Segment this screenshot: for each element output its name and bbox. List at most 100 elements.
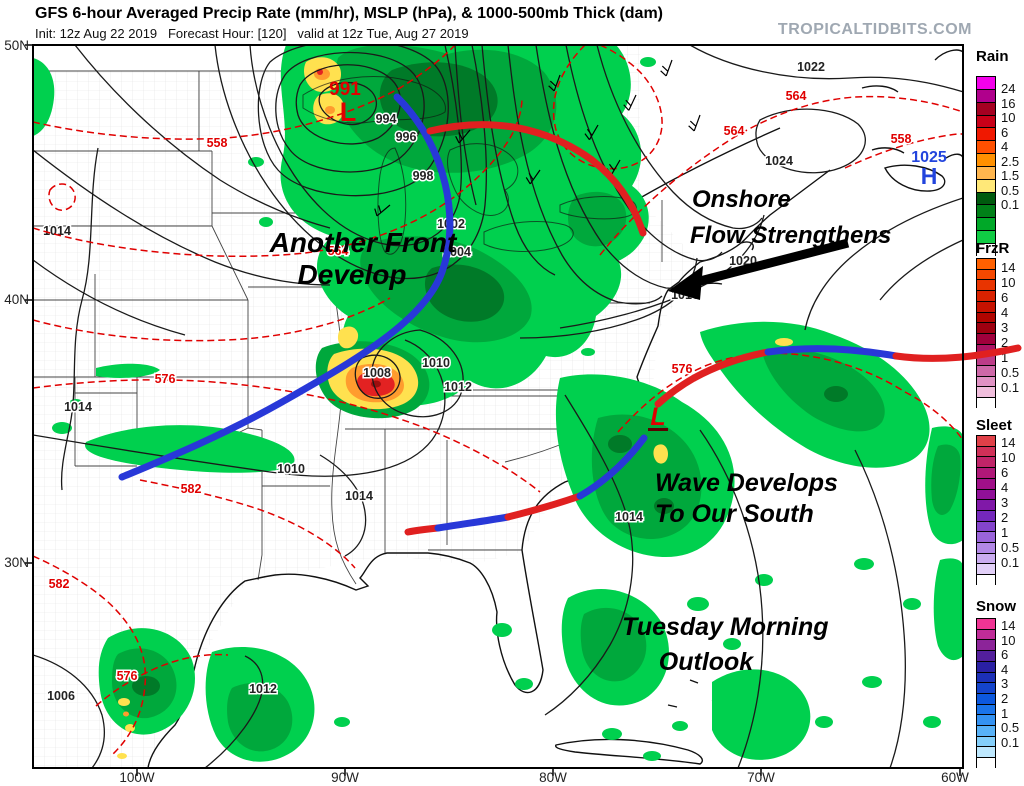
legend-swatch — [977, 532, 995, 544]
isobar-label: 1024 — [765, 154, 793, 168]
legend-value-label: 6 — [1001, 647, 1009, 663]
legend-value-label: 1.5 — [1001, 168, 1020, 183]
legend-swatch — [977, 323, 995, 334]
legend-swatch — [977, 575, 995, 586]
legend-swatch — [977, 115, 995, 129]
axis-labels: 50N 40N 30N 100W 90W 80W 70W 60W — [4, 38, 969, 785]
legend-swatch — [977, 521, 995, 533]
legend-value-label: 24 — [1001, 81, 1016, 96]
coastal-low-symbol: L — [650, 403, 665, 431]
thickness-label: 582 — [49, 577, 70, 591]
legend-value-label: 4 — [1001, 305, 1009, 320]
legend-swatch — [977, 128, 995, 142]
legend-value-label: 0.1 — [1001, 380, 1020, 395]
legend-value-label: 6 — [1001, 290, 1009, 305]
legend-value-label: 1 — [1001, 350, 1009, 365]
legend-value-label: 2.5 — [1001, 153, 1020, 169]
precip-type-legend: Rain 24 16 10 6 4 2.5 1.5 0.5 0.1 FrzR 14 10 6 4 3 2 1 0.5… — [970, 0, 1024, 786]
coastline — [147, 49, 963, 768]
annotation-wave-1: Wave Develops — [655, 469, 838, 497]
isobar-label: 996 — [396, 130, 417, 144]
isobar-label: 1010 — [422, 356, 450, 370]
pressure-markers: 991 L L 1025 H — [329, 79, 947, 431]
legend-swatch — [977, 661, 995, 673]
legend-swatch — [977, 446, 995, 458]
legend-swatch — [977, 640, 995, 652]
legend-value-label: 0.1 — [1001, 197, 1020, 212]
legend-value-label: 2 — [1001, 510, 1009, 525]
legend-swatch — [977, 280, 995, 292]
annotation-wave-2: To Our South — [655, 500, 814, 528]
legend-value-label: 3 — [1001, 320, 1009, 335]
annotation-outlook-1: Tuesday Morning — [622, 613, 829, 641]
legend-swatch — [977, 269, 995, 281]
precip-dark-layer — [132, 62, 848, 696]
lon-label: 80W — [539, 770, 567, 785]
wind-barbs — [374, 59, 701, 217]
thickness-labels: 558 564 558 564 564 576 576 582 582 576 — [47, 88, 913, 685]
lat-label: 50N — [4, 38, 29, 53]
legend-swatch — [977, 704, 995, 716]
legend-swatch — [977, 478, 995, 490]
legend-value-label: 0.1 — [1001, 555, 1020, 570]
annotation-onshore-2: Flow Strengthens — [690, 222, 891, 249]
low-pressure-value: 991 — [329, 79, 361, 100]
lat-label: 30N — [4, 555, 29, 570]
legend-swatch — [977, 683, 995, 694]
legend-swatch — [977, 651, 995, 662]
legend-swatch — [977, 102, 995, 116]
legend-title-snow: Snow — [976, 598, 1016, 615]
legend-value-label: 6 — [1001, 124, 1009, 140]
annotation-another-front-1: Another Front — [269, 227, 458, 258]
legend-swatch — [977, 398, 995, 409]
lon-label: 100W — [119, 770, 155, 785]
legend-swatch — [977, 376, 995, 388]
stationary-front-blue — [764, 345, 900, 360]
annotation-outlook-2: Outlook — [659, 648, 755, 676]
legend-swatch — [977, 726, 995, 737]
legend-swatch — [977, 179, 995, 193]
legend-swatch — [977, 436, 995, 447]
legend-swatch — [977, 291, 995, 302]
legend-swatch — [977, 259, 995, 270]
legend-value-label: 16 — [1001, 95, 1016, 111]
legend-swatch — [977, 218, 995, 232]
legend-swatch — [977, 231, 995, 244]
legend-swatch — [977, 312, 995, 324]
low-pressure-symbol: L — [340, 97, 357, 127]
lon-label: 70W — [747, 770, 775, 785]
legend-value-label: 0.1 — [1001, 734, 1020, 750]
thickness-label: 564 — [328, 244, 349, 258]
lon-label: 90W — [331, 770, 359, 785]
legend-swatch — [977, 672, 995, 684]
legend-swatch — [977, 510, 995, 522]
legend-swatch — [977, 747, 995, 759]
legend-value-label: 0.5 — [1001, 720, 1020, 736]
onshore-flow-arrow — [668, 238, 850, 300]
legend-value-label: 4 — [1001, 661, 1009, 677]
legend-swatch — [977, 629, 995, 641]
legend-value-label: 0.5 — [1001, 540, 1020, 555]
legend-colorbar — [976, 618, 996, 769]
isobar-label: 1012 — [444, 380, 472, 394]
isobar-label: 998 — [413, 169, 434, 183]
legend-swatch — [977, 387, 995, 399]
legend-value-label: 4 — [1001, 480, 1009, 495]
forecast-annotations: Another Front Develop Onshore Flow Stren… — [269, 186, 892, 676]
cold-front-line — [118, 93, 454, 481]
legend-value-label: 10 — [1001, 275, 1016, 290]
thickness-label: 558 — [207, 136, 228, 150]
isobar-label: 994 — [376, 112, 397, 126]
thickness-label: 558 — [891, 132, 912, 146]
legend-value-label: 10 — [1001, 110, 1016, 125]
isobar-label: 1014 — [64, 400, 92, 414]
isobar-label: 1010 — [277, 462, 305, 476]
legend-swatch — [977, 89, 995, 103]
legend-swatch — [977, 619, 995, 630]
annotation-another-front-2: Develop — [298, 259, 407, 290]
legend-swatch — [977, 468, 995, 479]
thickness-contours — [33, 45, 963, 756]
legend-swatch — [977, 166, 995, 180]
legend-swatch — [977, 366, 995, 377]
